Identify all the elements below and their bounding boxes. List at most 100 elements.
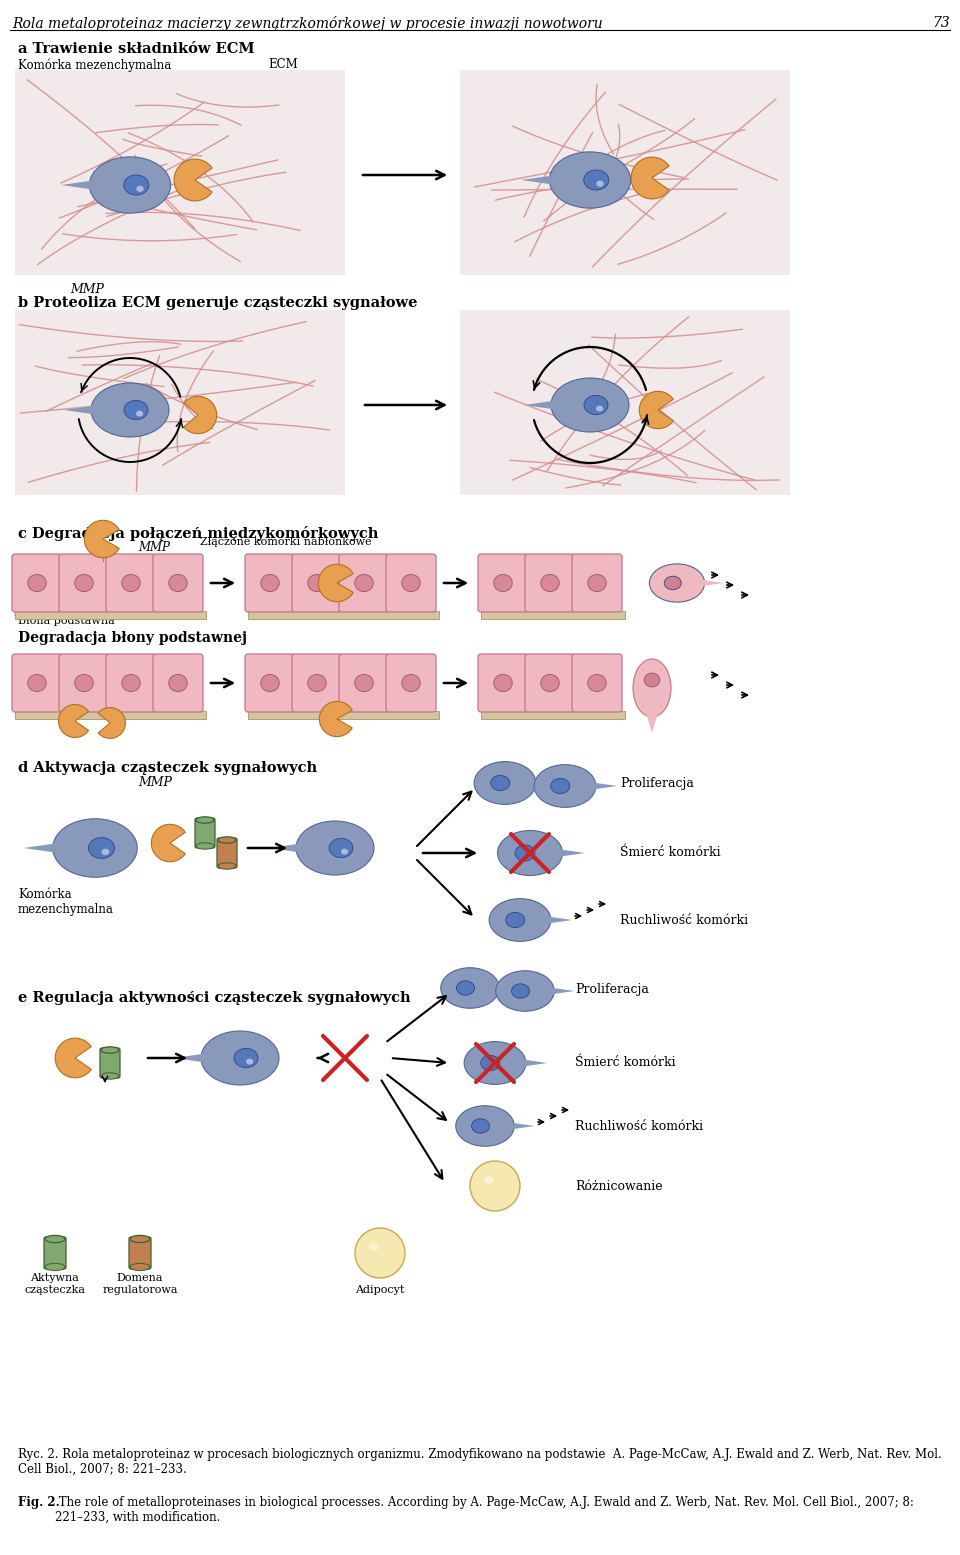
Ellipse shape	[401, 574, 420, 591]
Ellipse shape	[89, 157, 171, 213]
Ellipse shape	[329, 838, 353, 858]
Text: MMP: MMP	[70, 283, 104, 295]
Polygon shape	[644, 706, 660, 732]
Text: Ruchliwość komórki: Ruchliwość komórki	[620, 913, 748, 927]
Polygon shape	[183, 397, 217, 434]
Text: b Proteoliza ECM generuje cząsteczki sygnałowe: b Proteoliza ECM generuje cząsteczki syg…	[18, 295, 418, 309]
Text: Komórka
mezenchymalna: Komórka mezenchymalna	[18, 888, 114, 916]
FancyBboxPatch shape	[245, 554, 295, 613]
Ellipse shape	[512, 984, 530, 998]
Polygon shape	[61, 179, 105, 191]
Polygon shape	[152, 824, 185, 861]
FancyBboxPatch shape	[386, 655, 436, 712]
Text: Złączone komórki nabłonkowe: Złączone komórki nabłonkowe	[200, 536, 372, 547]
Text: Degradacja błony podstawnej: Degradacja błony podstawnej	[18, 631, 247, 645]
Ellipse shape	[456, 1106, 515, 1146]
FancyBboxPatch shape	[478, 554, 528, 613]
FancyBboxPatch shape	[129, 1236, 151, 1269]
Ellipse shape	[401, 675, 420, 692]
Ellipse shape	[45, 1235, 65, 1242]
FancyBboxPatch shape	[478, 655, 528, 712]
Polygon shape	[59, 704, 88, 737]
Ellipse shape	[122, 675, 140, 692]
Ellipse shape	[261, 574, 279, 591]
Polygon shape	[639, 392, 673, 429]
Polygon shape	[584, 781, 617, 791]
Polygon shape	[521, 174, 565, 187]
Text: a Trawienie składników ECM: a Trawienie składników ECM	[18, 42, 254, 56]
Ellipse shape	[308, 675, 326, 692]
Ellipse shape	[88, 838, 114, 858]
Ellipse shape	[53, 819, 137, 877]
Ellipse shape	[75, 675, 93, 692]
Polygon shape	[514, 1059, 547, 1068]
Bar	[15, 711, 206, 718]
Ellipse shape	[218, 863, 236, 869]
Ellipse shape	[441, 967, 499, 1008]
FancyBboxPatch shape	[292, 655, 342, 712]
Ellipse shape	[296, 821, 374, 875]
Ellipse shape	[540, 574, 560, 591]
Text: c Degradacja połączeń międzykomórkowych: c Degradacja połączeń międzykomórkowych	[18, 526, 378, 541]
Ellipse shape	[490, 899, 551, 941]
FancyBboxPatch shape	[339, 554, 389, 613]
Circle shape	[355, 1228, 405, 1278]
Text: Aktywna
cząsteczka: Aktywna cząsteczka	[25, 1274, 85, 1295]
FancyBboxPatch shape	[153, 554, 203, 613]
Polygon shape	[174, 159, 212, 201]
FancyBboxPatch shape	[572, 655, 622, 712]
Ellipse shape	[588, 675, 607, 692]
Ellipse shape	[515, 844, 535, 861]
Polygon shape	[320, 701, 352, 737]
Polygon shape	[543, 986, 574, 995]
Polygon shape	[631, 157, 669, 199]
Bar	[15, 309, 345, 494]
FancyBboxPatch shape	[386, 554, 436, 613]
Polygon shape	[64, 404, 106, 417]
Text: Domena
regulatorowa: Domena regulatorowa	[103, 1274, 178, 1295]
Polygon shape	[98, 708, 126, 739]
Polygon shape	[23, 841, 69, 855]
Ellipse shape	[464, 1042, 526, 1084]
Ellipse shape	[169, 574, 187, 591]
Ellipse shape	[28, 574, 46, 591]
Ellipse shape	[664, 577, 682, 589]
Text: MMP: MMP	[138, 776, 172, 788]
FancyBboxPatch shape	[59, 554, 109, 613]
Ellipse shape	[341, 849, 348, 855]
Ellipse shape	[308, 574, 326, 591]
Text: Ruchliwość komórki: Ruchliwość komórki	[575, 1120, 703, 1132]
Ellipse shape	[584, 395, 608, 415]
Ellipse shape	[649, 564, 705, 602]
FancyBboxPatch shape	[525, 554, 575, 613]
Ellipse shape	[493, 675, 513, 692]
FancyBboxPatch shape	[100, 1048, 120, 1078]
FancyBboxPatch shape	[525, 655, 575, 712]
Ellipse shape	[124, 176, 149, 194]
FancyBboxPatch shape	[195, 818, 215, 847]
FancyBboxPatch shape	[339, 655, 389, 712]
Ellipse shape	[101, 1047, 119, 1053]
Ellipse shape	[495, 970, 554, 1011]
Polygon shape	[550, 847, 585, 858]
Text: MMP: MMP	[138, 541, 170, 554]
Ellipse shape	[484, 1176, 493, 1183]
Ellipse shape	[355, 675, 373, 692]
Text: Adipocyt: Adipocyt	[355, 1284, 405, 1295]
FancyBboxPatch shape	[12, 655, 62, 712]
Ellipse shape	[91, 383, 169, 437]
FancyBboxPatch shape	[106, 655, 156, 712]
Ellipse shape	[196, 843, 214, 849]
Polygon shape	[503, 1121, 535, 1130]
Ellipse shape	[130, 1263, 150, 1270]
Ellipse shape	[196, 816, 214, 823]
FancyBboxPatch shape	[12, 554, 62, 613]
Polygon shape	[488, 983, 519, 992]
Ellipse shape	[481, 1056, 500, 1070]
Bar	[15, 611, 206, 619]
Ellipse shape	[369, 1242, 379, 1250]
Ellipse shape	[355, 574, 373, 591]
Text: d Aktywacja cząsteczek sygnałowych: d Aktywacja cząsteczek sygnałowych	[18, 760, 317, 774]
Bar	[481, 611, 625, 619]
FancyBboxPatch shape	[59, 655, 109, 712]
